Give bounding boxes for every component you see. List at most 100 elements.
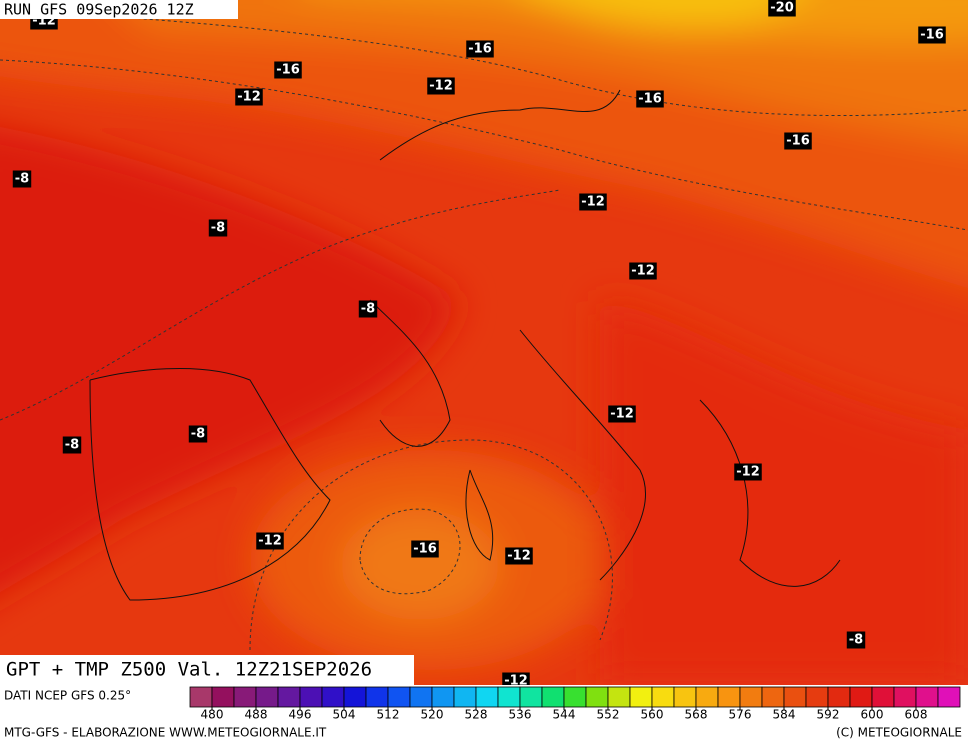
colorbar-tick-label: 608 bbox=[905, 708, 928, 722]
contour-label-text: -8 bbox=[15, 172, 29, 187]
contour-label-text: -8 bbox=[191, 427, 205, 442]
colorbar-tick-label: 512 bbox=[377, 708, 400, 722]
colorbar-tick-label: 592 bbox=[817, 708, 840, 722]
contour-label-box bbox=[62, 436, 82, 454]
contour-label-text: -12 bbox=[258, 534, 282, 549]
contour-label: -16 bbox=[918, 26, 946, 44]
map-field bbox=[0, 0, 968, 685]
contour-label-text: -8 bbox=[361, 302, 375, 317]
colorbar-swatch bbox=[541, 686, 565, 708]
colorbar-swatch bbox=[387, 686, 411, 708]
colorbar-swatch bbox=[453, 686, 477, 708]
contour-label-text: -8 bbox=[211, 221, 225, 236]
contour-label: -16 bbox=[784, 132, 812, 150]
colorbar-swatch bbox=[607, 686, 631, 708]
colorbar-swatch bbox=[299, 686, 323, 708]
contour-label-box bbox=[256, 532, 284, 550]
map-title: GPT + TMP Z500 Val. 12Z21SEP2026 bbox=[6, 659, 372, 681]
colorbar-swatch bbox=[629, 686, 653, 708]
contour-label-box bbox=[784, 132, 812, 150]
colorbar-swatch bbox=[783, 686, 807, 708]
colorbar-swatch bbox=[255, 686, 279, 708]
contour-label: -12 bbox=[608, 405, 636, 423]
contour-label-text: -12 bbox=[504, 674, 528, 689]
contour-label-box bbox=[505, 547, 533, 565]
contour-label-text: -12 bbox=[631, 264, 655, 279]
colorbar-tick-label: 544 bbox=[553, 708, 576, 722]
colorbar-swatch bbox=[233, 686, 257, 708]
contour-label-box bbox=[188, 425, 208, 443]
contour-label: -12 bbox=[629, 262, 657, 280]
contour-label-box bbox=[274, 61, 302, 79]
colorbar-swatch bbox=[585, 686, 609, 708]
contour-label-box bbox=[358, 300, 378, 318]
colorbar-swatch bbox=[519, 686, 543, 708]
colorbar-tick-label: 488 bbox=[245, 708, 268, 722]
contour-label-text: -16 bbox=[468, 42, 492, 57]
colorbar-swatch bbox=[717, 686, 741, 708]
colorbar-swatch bbox=[893, 686, 917, 708]
colorbar-swatch bbox=[827, 686, 851, 708]
colorbar-tick-label: 568 bbox=[685, 708, 708, 722]
contour-label-text: -16 bbox=[413, 542, 437, 557]
colorbar-swatch bbox=[497, 686, 521, 708]
contour-label-box bbox=[235, 88, 263, 106]
contour-label-box bbox=[918, 26, 946, 44]
contour-label: -12 bbox=[256, 532, 284, 550]
contour-label-text: -16 bbox=[920, 28, 944, 43]
colorbar-swatch bbox=[365, 686, 389, 708]
contour-label: -12 bbox=[235, 88, 263, 106]
colorbar-swatch bbox=[475, 686, 499, 708]
contour-label-text: -20 bbox=[770, 1, 794, 16]
credits-right: (C) METEOGIORNALE bbox=[836, 726, 962, 740]
contour-label: -8 bbox=[208, 219, 228, 237]
contour-label-text: -16 bbox=[638, 92, 662, 107]
contour-label: -8 bbox=[62, 436, 82, 454]
credits-left: MTG-GFS - ELABORAZIONE WWW.METEOGIORNALE… bbox=[4, 726, 327, 740]
colorbar: 480 488 496 504 512 520 528 536 544 552 560 568 576 5… bbox=[189, 686, 961, 722]
colorbar-swatch bbox=[321, 686, 345, 708]
colorbar-swatch bbox=[409, 686, 433, 708]
colorbar-swatch bbox=[937, 686, 961, 708]
colorbar-swatch bbox=[871, 686, 895, 708]
colorbar-tick-label: 536 bbox=[509, 708, 532, 722]
colorbar-tick-label: 480 bbox=[201, 708, 224, 722]
colorbar-swatch bbox=[211, 686, 235, 708]
colorbar-swatch bbox=[343, 686, 367, 708]
colorbar-swatch bbox=[695, 686, 719, 708]
colorbar-swatch bbox=[673, 686, 697, 708]
colorbar-tick-label: 520 bbox=[421, 708, 444, 722]
source: DATI NCEP GFS 0.25° bbox=[4, 689, 131, 703]
contour-label-text: -8 bbox=[849, 633, 863, 648]
contour-label-box bbox=[629, 262, 657, 280]
contour-label-text: -12 bbox=[429, 79, 453, 94]
contour-label: -12 bbox=[505, 547, 533, 565]
contour-label: -20 bbox=[768, 0, 796, 17]
contour-label-box bbox=[411, 540, 439, 558]
colorbar-swatch bbox=[431, 686, 455, 708]
contour-label-box bbox=[846, 631, 866, 649]
contour-label: -8 bbox=[358, 300, 378, 318]
contour-label-text: -16 bbox=[276, 63, 300, 78]
run-box bbox=[0, 0, 238, 19]
colorbar-swatch bbox=[761, 686, 785, 708]
run-label: RUN GFS 09Sep2026 12Z bbox=[4, 1, 194, 19]
contour-label-text: -8 bbox=[65, 438, 79, 453]
contour-label-text: -12 bbox=[237, 90, 261, 105]
coastlines bbox=[89, 89, 841, 601]
contour-label-box bbox=[466, 40, 494, 58]
colorbar-tick-label: 528 bbox=[465, 708, 488, 722]
contour-label: -8 bbox=[12, 170, 32, 188]
colorbar-swatch bbox=[805, 686, 829, 708]
colorbar-swatch bbox=[739, 686, 763, 708]
contour-label-text: -12 bbox=[581, 195, 605, 210]
contour-label-box bbox=[208, 219, 228, 237]
colorbar-tick-label: 504 bbox=[333, 708, 356, 722]
contour-label-text: -12 bbox=[736, 465, 760, 480]
colorbar-tick-label: 600 bbox=[861, 708, 884, 722]
colorbar-tick-label: 552 bbox=[597, 708, 620, 722]
contour-label: -12 bbox=[734, 463, 762, 481]
colorbar-tick-label: 560 bbox=[641, 708, 664, 722]
contour-label-box bbox=[768, 0, 796, 17]
